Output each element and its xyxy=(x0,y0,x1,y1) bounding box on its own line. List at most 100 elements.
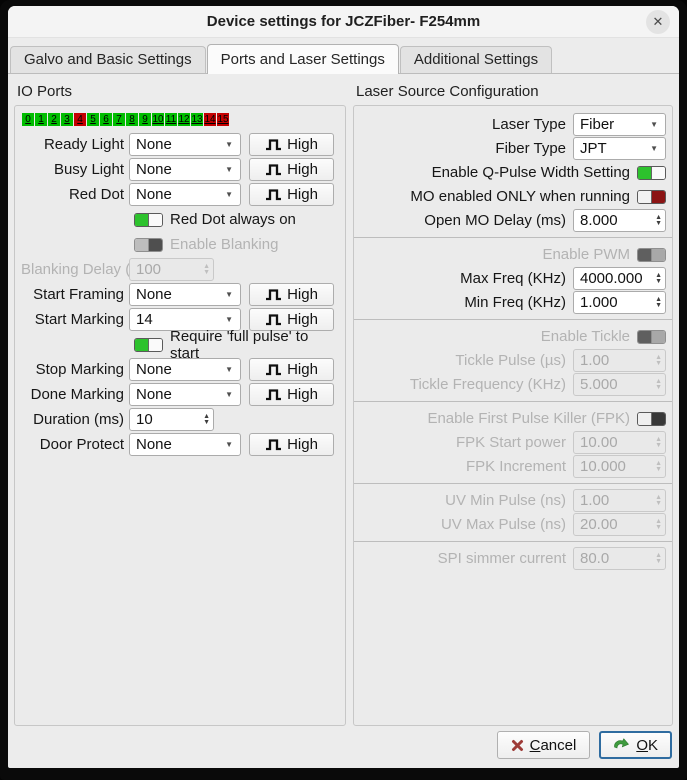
ready-light-polarity-button[interactable]: High xyxy=(249,133,334,156)
ok-button[interactable]: OK xyxy=(599,731,672,759)
door-protect-polarity-button[interactable]: High xyxy=(249,433,334,456)
pulse-icon xyxy=(266,189,282,201)
ready-light-label: Ready Light xyxy=(43,136,124,153)
chevron-down-icon: ▼ xyxy=(650,144,658,153)
done-marking-select[interactable]: None ▼ xyxy=(129,383,241,406)
max-freq-row: Max Freq (KHz) 4000.000 ▲ ▼ xyxy=(360,267,666,290)
q-pulse-toggle[interactable] xyxy=(637,165,666,180)
port-indicator-7: 7 xyxy=(113,113,125,126)
red-dot-value: None xyxy=(136,186,172,203)
uv-min-pulse-label: UV Min Pulse (ns) xyxy=(445,492,566,509)
spinner-arrows-icon: ▲ ▼ xyxy=(655,353,662,367)
duration-spinbox[interactable]: 10 ▲ ▼ xyxy=(129,408,214,431)
enable-blanking-toggle xyxy=(134,237,163,252)
start-framing-row: Start Framing None ▼ High xyxy=(21,283,339,306)
min-freq-spinbox[interactable]: 1.000 ▲ ▼ xyxy=(573,291,666,314)
spinner-arrows-icon[interactable]: ▲ ▼ xyxy=(655,295,662,309)
titlebar[interactable]: Device settings for JCZFiber- F254mm ✕ xyxy=(8,6,679,38)
busy-light-select[interactable]: None ▼ xyxy=(129,158,241,181)
tab-content: IO Ports 0 1 2 3 4 5 6 7 8 9 10 11 12 13 14 15 Ready Li… xyxy=(8,74,679,730)
enable-blanking-row: Enable Blanking xyxy=(21,233,339,256)
red-dot-always-on-label: Red Dot always on xyxy=(170,211,296,228)
stop-marking-polarity-button[interactable]: High xyxy=(249,358,334,381)
io-ports-groupbox: 0 1 2 3 4 5 6 7 8 9 10 11 12 13 14 15 Ready Light None … xyxy=(14,105,346,726)
fiber-type-select[interactable]: JPT ▼ xyxy=(573,137,666,160)
door-protect-polarity-label: High xyxy=(287,436,318,453)
open-mo-delay-row: Open MO Delay (ms) 8.000 ▲ ▼ xyxy=(360,209,666,232)
start-marking-polarity-button[interactable]: High xyxy=(249,308,334,331)
port-indicator-8: 8 xyxy=(126,113,138,126)
red-dot-polarity-button[interactable]: High xyxy=(249,183,334,206)
separator xyxy=(354,237,672,238)
mo-enabled-toggle[interactable] xyxy=(637,189,666,204)
fpk-increment-row: FPK Increment 10.000 ▲ ▼ xyxy=(360,455,666,478)
port-indicator-12: 12 xyxy=(178,113,190,126)
require-full-pulse-toggle[interactable] xyxy=(134,337,163,352)
start-marking-row: Start Marking 14 ▼ High xyxy=(21,308,339,331)
done-marking-row: Done Marking None ▼ High xyxy=(21,383,339,406)
red-dot-select[interactable]: None ▼ xyxy=(129,183,241,206)
spinner-arrows-icon: ▲ ▼ xyxy=(655,551,662,565)
ready-light-row: Ready Light None ▼ High xyxy=(21,133,339,156)
red-dot-always-on-row: Red Dot always on xyxy=(21,208,339,231)
separator xyxy=(354,319,672,320)
door-protect-select[interactable]: None ▼ xyxy=(129,433,241,456)
max-freq-spinbox[interactable]: 4000.000 ▲ ▼ xyxy=(573,267,666,290)
uv-max-pulse-spinbox: 20.00 ▲ ▼ xyxy=(573,513,666,536)
start-marking-polarity-label: High xyxy=(287,311,318,328)
enable-tickle-label: Enable Tickle xyxy=(540,328,630,345)
chevron-down-icon: ▼ xyxy=(650,120,658,129)
chevron-down-icon: ▼ xyxy=(225,390,233,399)
q-pulse-label: Enable Q-Pulse Width Setting xyxy=(431,164,630,181)
busy-light-polarity-button[interactable]: High xyxy=(249,158,334,181)
start-framing-select[interactable]: None ▼ xyxy=(129,283,241,306)
min-freq-row: Min Freq (KHz) 1.000 ▲ ▼ xyxy=(360,291,666,314)
stop-marking-polarity-label: High xyxy=(287,361,318,378)
tickle-pulse-label: Tickle Pulse (µs) xyxy=(455,352,566,369)
spinner-arrows-icon[interactable]: ▲ ▼ xyxy=(655,213,662,227)
uv-min-pulse-value: 1.00 xyxy=(580,492,610,509)
spinner-arrows-icon: ▲ ▼ xyxy=(655,435,662,449)
open-mo-delay-spinbox[interactable]: 8.000 ▲ ▼ xyxy=(573,209,666,232)
port-indicator-strip: 0 1 2 3 4 5 6 7 8 9 10 11 12 13 14 15 xyxy=(22,113,339,126)
busy-light-label: Busy Light xyxy=(53,161,124,178)
fpk-increment-label: FPK Increment xyxy=(465,458,566,475)
spinner-arrows-icon[interactable]: ▲ ▼ xyxy=(203,412,210,426)
red-dot-row: Red Dot None ▼ High xyxy=(21,183,339,206)
pulse-icon xyxy=(266,139,282,151)
stop-marking-select[interactable]: None ▼ xyxy=(129,358,241,381)
red-dot-polarity-label: High xyxy=(287,186,318,203)
open-mo-delay-label: Open MO Delay (ms) xyxy=(424,212,566,229)
enable-fpk-toggle[interactable] xyxy=(637,411,666,426)
enable-tickle-row: Enable Tickle xyxy=(360,325,666,348)
port-indicator-5: 5 xyxy=(87,113,99,126)
done-marking-polarity-button[interactable]: High xyxy=(249,383,334,406)
ready-light-polarity-label: High xyxy=(287,136,318,153)
port-indicator-9: 9 xyxy=(139,113,151,126)
chevron-down-icon: ▼ xyxy=(225,290,233,299)
pulse-icon xyxy=(266,314,282,326)
chevron-down-icon: ▼ xyxy=(225,140,233,149)
close-icon[interactable]: ✕ xyxy=(646,10,670,34)
start-framing-polarity-button[interactable]: High xyxy=(249,283,334,306)
ready-light-select[interactable]: None ▼ xyxy=(129,133,241,156)
laser-type-select[interactable]: Fiber ▼ xyxy=(573,113,666,136)
io-ports-panel: IO Ports 0 1 2 3 4 5 6 7 8 9 10 11 12 13 14 15 Ready Li… xyxy=(14,83,346,726)
busy-light-value: None xyxy=(136,161,172,178)
start-marking-label: Start Marking xyxy=(34,311,124,328)
spinner-arrows-icon[interactable]: ▲ ▼ xyxy=(655,271,662,285)
cancel-label: Cancel xyxy=(529,736,577,754)
start-marking-select[interactable]: 14 ▼ xyxy=(129,308,241,331)
blanking-delay-row: Blanking Delay (µs) 100 ▲ ▼ xyxy=(21,258,339,281)
red-dot-always-on-toggle[interactable] xyxy=(134,212,163,227)
tab-galvo-and-basic-settings[interactable]: Galvo and Basic Settings xyxy=(10,46,206,73)
tab-ports-and-laser-settings[interactable]: Ports and Laser Settings xyxy=(206,44,399,74)
laser-source-panel: Laser Source Configuration Laser Type Fi… xyxy=(353,83,673,726)
spi-simmer-current-row: SPI simmer current 80.0 ▲ ▼ xyxy=(360,547,666,570)
enable-fpk-row: Enable First Pulse Killer (FPK) xyxy=(360,407,666,430)
spi-simmer-current-spinbox: 80.0 ▲ ▼ xyxy=(573,547,666,570)
cancel-button[interactable]: Cancel xyxy=(496,731,591,759)
spi-simmer-current-label: SPI simmer current xyxy=(437,550,566,567)
pulse-icon xyxy=(266,164,282,176)
tab-additional-settings[interactable]: Additional Settings xyxy=(399,46,553,73)
